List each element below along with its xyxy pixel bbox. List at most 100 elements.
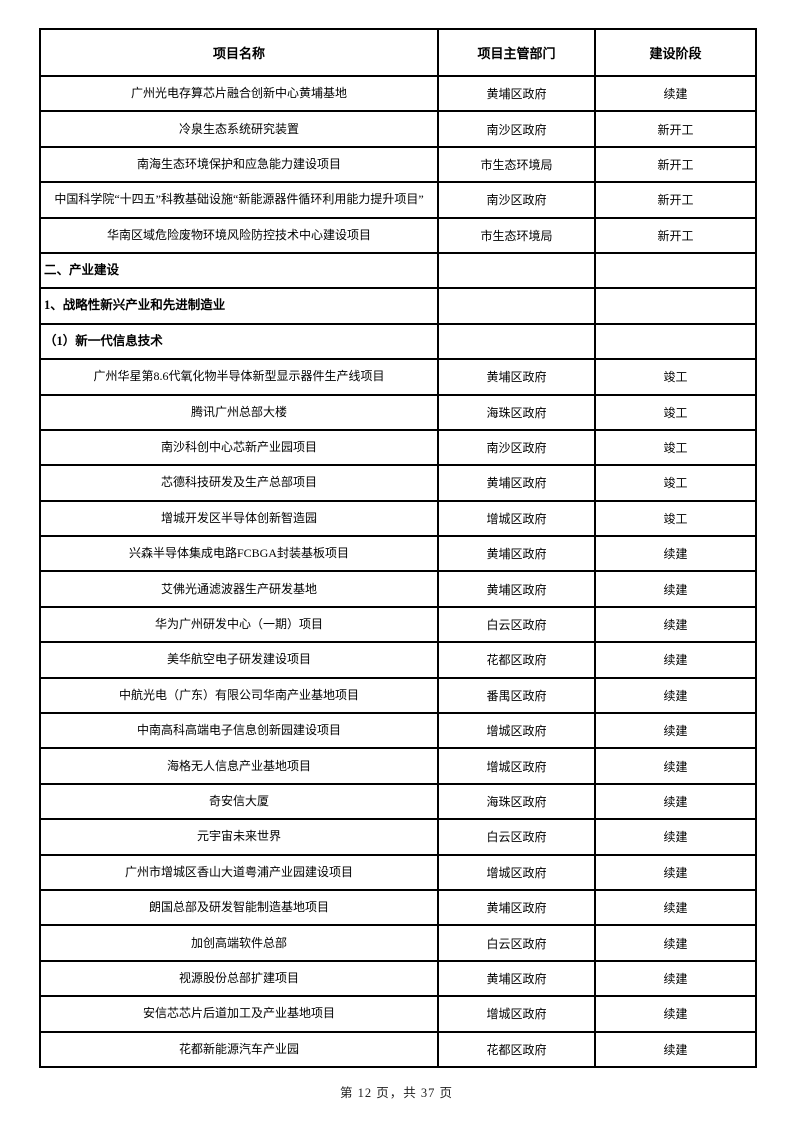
project-name-cell: 中航光电（广东）有限公司华南产业基地项目 — [39, 676, 439, 715]
stage-cell: 续建 — [594, 570, 757, 608]
table-row: 冷泉生态系统研究装置 南沙区政府 新开工 — [39, 110, 757, 148]
project-name-cell: 冷泉生态系统研究装置 — [39, 110, 439, 148]
table-row: 加创高端软件总部 白云区政府 续建 — [39, 924, 757, 962]
stage-cell: 竣工 — [594, 393, 757, 431]
stage-cell: 续建 — [594, 853, 757, 891]
section-row: 二、产业建设 — [39, 251, 757, 290]
table-row: 安信芯芯片后道加工及产业基地项目 增城区政府 续建 — [39, 995, 757, 1033]
table-row: 奇安信大厦 海珠区政府 续建 — [39, 782, 757, 821]
table-row: 兴森半导体集成电路FCBGA封装基板项目 黄埔区政府 续建 — [39, 535, 757, 573]
stage-cell — [594, 251, 757, 290]
project-name-cell: 安信芯芯片后道加工及产业基地项目 — [39, 995, 439, 1033]
project-name-cell: 中国科学院“十四五”科教基础设施“新能源器件循环利用能力提升项目” — [39, 181, 439, 219]
table-row: 中国科学院“十四五”科教基础设施“新能源器件循环利用能力提升项目” 南沙区政府 新开… — [39, 181, 757, 219]
department-cell: 白云区政府 — [437, 818, 596, 856]
table-row: 南海生态环境保护和应急能力建设项目 市生态环境局 新开工 — [39, 145, 757, 184]
department-cell: 番禺区政府 — [437, 676, 596, 715]
department-cell: 黄埔区政府 — [437, 358, 596, 396]
table-row: 芯德科技研发及生产总部项目 黄埔区政府 竣工 — [39, 464, 757, 502]
table-row: 海格无人信息产业基地项目 增城区政府 续建 — [39, 747, 757, 785]
table-row: 华为广州研发中心（一期）项目 白云区政府 续建 — [39, 605, 757, 644]
department-cell: 黄埔区政府 — [437, 959, 596, 998]
table-header-row: 项目名称 项目主管部门 建设阶段 — [39, 28, 757, 77]
project-name-cell: 美华航空电子研发建设项目 — [39, 641, 439, 679]
project-name-cell: 南沙科创中心芯新产业园项目 — [39, 428, 439, 467]
department-cell: 增城区政府 — [437, 499, 596, 538]
table-row: 华南区域危险废物环境风险防控技术中心建设项目 市生态环境局 新开工 — [39, 216, 757, 254]
department-cell — [437, 287, 596, 325]
project-name-cell: 芯德科技研发及生产总部项目 — [39, 464, 439, 502]
table-row: 中航光电（广东）有限公司华南产业基地项目 番禺区政府 续建 — [39, 676, 757, 715]
column-header-stage: 建设阶段 — [594, 28, 757, 77]
stage-cell: 续建 — [594, 641, 757, 679]
project-name-cell: 腾讯广州总部大楼 — [39, 393, 439, 431]
stage-cell: 新开工 — [594, 145, 757, 184]
stage-cell: 续建 — [594, 747, 757, 785]
section-title-cell: 1、战略性新兴产业和先进制造业 — [39, 287, 439, 325]
stage-cell: 续建 — [594, 605, 757, 644]
project-name-cell: 增城开发区半导体创新智造园 — [39, 499, 439, 538]
department-cell — [437, 322, 596, 361]
table-row: 南沙科创中心芯新产业园项目 南沙区政府 竣工 — [39, 428, 757, 467]
table-row: 增城开发区半导体创新智造园 增城区政府 竣工 — [39, 499, 757, 538]
department-cell: 黄埔区政府 — [437, 570, 596, 608]
table-row: 朗国总部及研发智能制造基地项目 黄埔区政府 续建 — [39, 888, 757, 927]
department-cell: 花都区政府 — [437, 641, 596, 679]
project-name-cell: 华为广州研发中心（一期）项目 — [39, 605, 439, 644]
department-cell — [437, 251, 596, 290]
project-name-cell: 中南高科高端电子信息创新园建设项目 — [39, 712, 439, 750]
project-name-cell: 广州光电存算芯片融合创新中心黄埔基地 — [39, 74, 439, 113]
department-cell: 海珠区政府 — [437, 782, 596, 821]
projects-table: 项目名称 项目主管部门 建设阶段 广州光电存算芯片融合创新中心黄埔基地 黄埔区政府… — [39, 28, 757, 1068]
project-name-cell: 南海生态环境保护和应急能力建设项目 — [39, 145, 439, 184]
stage-cell: 新开工 — [594, 216, 757, 254]
stage-cell: 续建 — [594, 1030, 757, 1068]
department-cell: 南沙区政府 — [437, 110, 596, 148]
project-name-cell: 元宇宙未来世界 — [39, 818, 439, 856]
project-name-cell: 朗国总部及研发智能制造基地项目 — [39, 888, 439, 927]
page-number-footer: 第 12 页，共 37 页 — [339, 1086, 453, 1100]
project-name-cell: 加创高端软件总部 — [39, 924, 439, 962]
table-row: 广州华星第8.6代氧化物半导体新型显示器件生产线项目 黄埔区政府 竣工 — [39, 358, 757, 396]
column-header-project-name: 项目名称 — [39, 28, 439, 77]
department-cell: 黄埔区政府 — [437, 535, 596, 573]
table-row: 美华航空电子研发建设项目 花都区政府 续建 — [39, 641, 757, 679]
stage-cell: 续建 — [594, 995, 757, 1033]
project-name-cell: 艾佛光通滤波器生产研发基地 — [39, 570, 439, 608]
table-row: 广州光电存算芯片融合创新中心黄埔基地 黄埔区政府 续建 — [39, 74, 757, 113]
department-cell: 白云区政府 — [437, 605, 596, 644]
stage-cell: 续建 — [594, 888, 757, 927]
stage-cell — [594, 287, 757, 325]
department-cell: 海珠区政府 — [437, 393, 596, 431]
stage-cell: 竣工 — [594, 358, 757, 396]
project-name-cell: 海格无人信息产业基地项目 — [39, 747, 439, 785]
stage-cell: 竣工 — [594, 464, 757, 502]
department-cell: 黄埔区政府 — [437, 888, 596, 927]
section-row: （1）新一代信息技术 — [39, 322, 757, 361]
project-name-cell: 华南区域危险废物环境风险防控技术中心建设项目 — [39, 216, 439, 254]
section-row: 1、战略性新兴产业和先进制造业 — [39, 287, 757, 325]
stage-cell: 新开工 — [594, 181, 757, 219]
project-name-cell: 广州华星第8.6代氧化物半导体新型显示器件生产线项目 — [39, 358, 439, 396]
stage-cell: 续建 — [594, 535, 757, 573]
stage-cell: 续建 — [594, 959, 757, 998]
project-name-cell: 花都新能源汽车产业园 — [39, 1030, 439, 1068]
department-cell: 南沙区政府 — [437, 428, 596, 467]
section-title-cell: 二、产业建设 — [39, 251, 439, 290]
department-cell: 白云区政府 — [437, 924, 596, 962]
stage-cell — [594, 322, 757, 361]
department-cell: 增城区政府 — [437, 712, 596, 750]
stage-cell: 竣工 — [594, 499, 757, 538]
table-row: 元宇宙未来世界 白云区政府 续建 — [39, 818, 757, 856]
table-row: 腾讯广州总部大楼 海珠区政府 竣工 — [39, 393, 757, 431]
table-row: 中南高科高端电子信息创新园建设项目 增城区政府 续建 — [39, 712, 757, 750]
table-row: 花都新能源汽车产业园 花都区政府 续建 — [39, 1030, 757, 1068]
stage-cell: 新开工 — [594, 110, 757, 148]
stage-cell: 续建 — [594, 924, 757, 962]
department-cell: 黄埔区政府 — [437, 74, 596, 113]
department-cell: 增城区政府 — [437, 995, 596, 1033]
project-name-cell: 兴森半导体集成电路FCBGA封装基板项目 — [39, 535, 439, 573]
stage-cell: 续建 — [594, 782, 757, 821]
stage-cell: 续建 — [594, 818, 757, 856]
